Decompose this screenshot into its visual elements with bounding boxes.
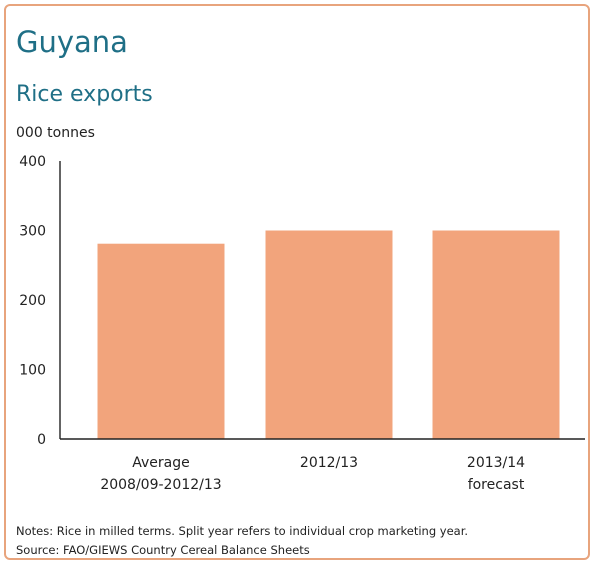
y-tick-label-3: 300 <box>19 224 46 240</box>
bar-2 <box>432 230 560 439</box>
x-category-label-2-0: 2013/14 <box>467 455 525 471</box>
y-tick-label-2: 200 <box>19 293 46 309</box>
source-text: Source: FAO/GIEWS Country Cereal Balance… <box>16 543 310 557</box>
y-tick-label-1: 100 <box>19 363 46 379</box>
y-tick-label-4: 400 <box>19 154 46 170</box>
chart-subtitle: Rice exports <box>16 82 153 107</box>
x-category-label-2-1: forecast <box>468 477 525 493</box>
x-category-label-0-0: Average <box>132 455 190 471</box>
bar-1 <box>265 230 393 439</box>
chart-title: Guyana <box>16 25 128 59</box>
y-axis-unit-label: 000 tonnes <box>16 125 95 141</box>
x-category-label-0-1: 2008/09-2012/13 <box>100 477 221 493</box>
bar-0 <box>97 243 225 439</box>
notes-text: Notes: Rice in milled terms. Split year … <box>16 524 469 538</box>
y-tick-label-0: 0 <box>37 432 46 448</box>
chart-frame <box>4 4 590 560</box>
x-category-label-1-0: 2012/13 <box>300 455 358 471</box>
